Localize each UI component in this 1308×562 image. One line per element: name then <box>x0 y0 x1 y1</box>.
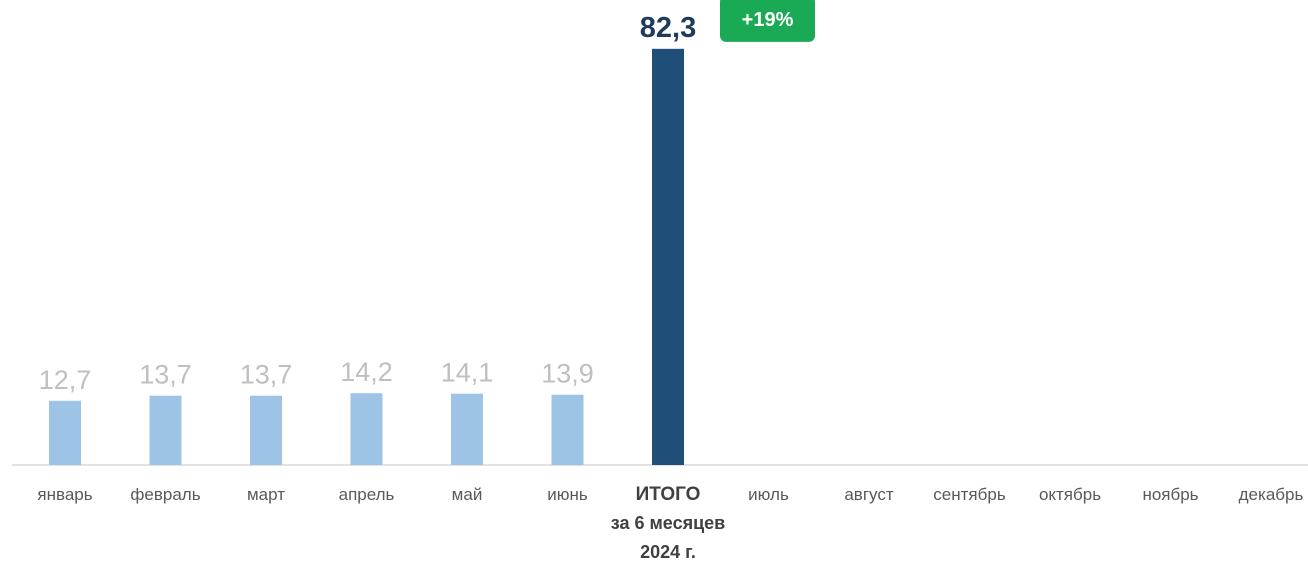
category-label-total: 2024 г. <box>640 542 696 562</box>
growth-badge-box <box>720 0 815 42</box>
value-label: 13,9 <box>541 359 594 389</box>
category-label: апрель <box>339 485 395 504</box>
category-label: август <box>844 485 893 504</box>
category-label: февраль <box>130 485 200 504</box>
category-label: май <box>452 485 483 504</box>
category-label: июнь <box>547 485 588 504</box>
category-label: декабрь <box>1239 485 1304 504</box>
bar <box>350 393 383 465</box>
value-label: 13,7 <box>240 360 293 390</box>
category-label-total: ИТОГО <box>636 484 701 505</box>
bar <box>551 394 584 465</box>
category-label: ноябрь <box>1142 485 1198 504</box>
category-label: март <box>247 485 285 504</box>
bar-total <box>652 48 684 466</box>
value-label: 12,7 <box>39 365 92 395</box>
category-label: июль <box>748 485 789 504</box>
value-label-total: 82,3 <box>640 12 696 44</box>
bar <box>49 400 81 465</box>
value-label: 14,2 <box>340 357 393 387</box>
category-label-total: за 6 месяцев <box>611 513 725 533</box>
category-label: январь <box>37 485 92 504</box>
bar <box>451 393 483 465</box>
growth-badge: +19% <box>742 9 794 31</box>
value-label: 14,1 <box>441 358 494 388</box>
value-label: 13,7 <box>139 360 192 390</box>
bar <box>250 395 282 465</box>
category-label: сентябрь <box>933 485 1006 504</box>
category-label: октябрь <box>1039 485 1101 504</box>
bar <box>149 395 182 465</box>
